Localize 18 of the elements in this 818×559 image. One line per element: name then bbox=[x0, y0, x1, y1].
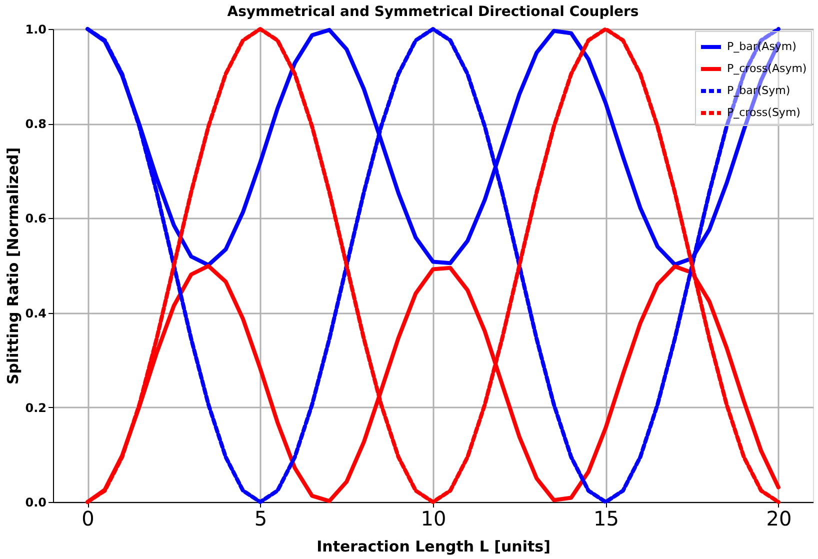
y-tick-label: 0.2 bbox=[25, 400, 46, 415]
x-tick-label: 10 bbox=[420, 506, 446, 530]
x-tick-label: 20 bbox=[766, 506, 792, 530]
y-tick-label: 0.6 bbox=[25, 212, 46, 226]
legend-label: P_bar(Sym) bbox=[727, 84, 790, 97]
y-tick-label: 0.4 bbox=[25, 306, 46, 320]
legend-label: P_cross(Asym) bbox=[727, 62, 807, 75]
x-tick-label: 0 bbox=[82, 506, 94, 530]
y-axis-title: Splitting Ratio [Normalized] bbox=[4, 147, 22, 385]
x-axis-title: Interaction Length L [units] bbox=[316, 538, 550, 556]
y-tick-label: 1.0 bbox=[25, 22, 46, 36]
x-tick-label: 15 bbox=[594, 506, 619, 530]
legend-label: P_bar(Asym) bbox=[727, 40, 796, 53]
y-tick-label: 0.0 bbox=[25, 496, 46, 510]
x-tick-label: 5 bbox=[254, 506, 268, 530]
legend-label: P_cross(Sym) bbox=[727, 106, 800, 119]
chart-title: Asymmetrical and Symmetrical Directional Couplers bbox=[227, 4, 639, 20]
y-tick-label: 0.8 bbox=[25, 117, 46, 132]
